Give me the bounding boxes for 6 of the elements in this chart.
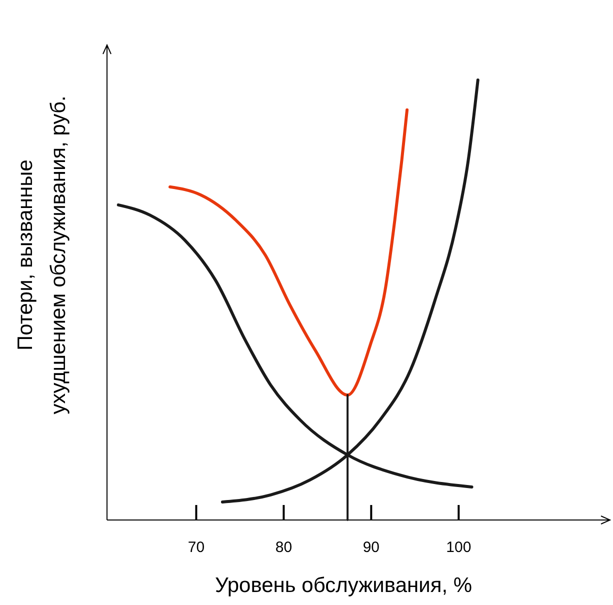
x-axis-title: Уровень обслуживания, % [214,574,472,597]
x-tick-label: 80 [275,539,292,556]
x-tick-label: 70 [188,539,205,556]
x-tick-label: 90 [362,539,380,556]
x-tick-label: 100 [446,539,472,556]
y-axis-title: Потери, вызванные ухудшением обслуживания, руб. [14,96,70,414]
